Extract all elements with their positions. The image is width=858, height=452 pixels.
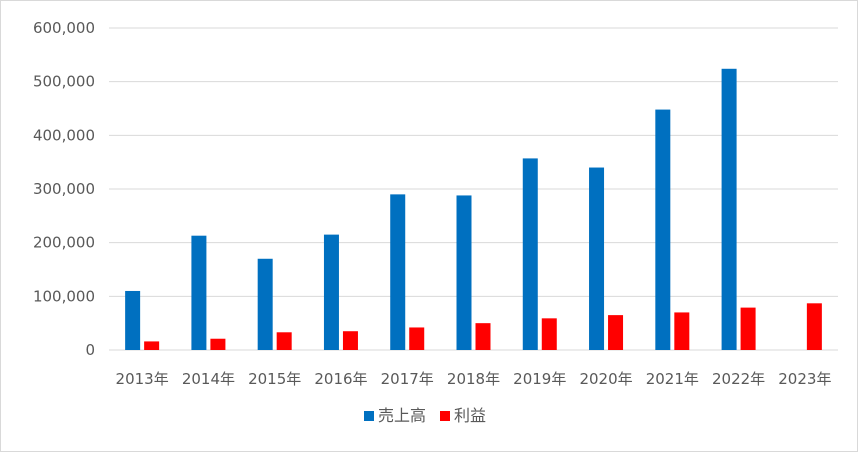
bar bbox=[740, 307, 756, 350]
y-tick-label: 300,000 bbox=[33, 180, 95, 198]
bar bbox=[342, 331, 358, 350]
bar bbox=[257, 258, 273, 350]
bar bbox=[125, 290, 141, 350]
x-tick-label: 2013年 bbox=[116, 370, 169, 388]
legend-label: 利益 bbox=[454, 406, 486, 425]
y-tick-label: 500,000 bbox=[33, 73, 95, 91]
x-tick-label: 2018年 bbox=[447, 370, 500, 388]
bar bbox=[806, 303, 822, 350]
x-tick-label: 2021年 bbox=[646, 370, 699, 388]
y-tick-label: 200,000 bbox=[33, 234, 95, 252]
bar bbox=[191, 235, 207, 350]
bar bbox=[608, 315, 624, 350]
legend-swatch bbox=[440, 411, 450, 421]
x-tick-label: 2016年 bbox=[314, 370, 367, 388]
x-tick-label: 2014年 bbox=[182, 370, 235, 388]
y-tick-label: 600,000 bbox=[33, 19, 95, 37]
bar bbox=[456, 195, 472, 350]
bar bbox=[674, 312, 690, 350]
bar bbox=[541, 318, 557, 350]
bar bbox=[409, 327, 425, 350]
bar bbox=[589, 167, 605, 350]
x-tick-label: 2022年 bbox=[712, 370, 765, 388]
x-tick-label: 2023年 bbox=[778, 370, 831, 388]
bar bbox=[323, 234, 339, 350]
x-tick-label: 2015年 bbox=[248, 370, 301, 388]
x-tick-label: 2020年 bbox=[579, 370, 632, 388]
bar bbox=[390, 194, 406, 350]
bar bbox=[721, 68, 737, 350]
bar bbox=[144, 341, 160, 350]
bar bbox=[522, 158, 538, 350]
x-tick-label: 2017年 bbox=[381, 370, 434, 388]
y-tick-label: 100,000 bbox=[33, 287, 95, 305]
bar bbox=[655, 109, 671, 350]
bar bbox=[475, 323, 491, 350]
legend-label: 売上高 bbox=[378, 406, 426, 425]
x-tick-label: 2019年 bbox=[513, 370, 566, 388]
bar bbox=[276, 332, 292, 350]
legend-swatch bbox=[364, 411, 374, 421]
bar bbox=[210, 338, 226, 350]
y-tick-label: 400,000 bbox=[33, 126, 95, 144]
y-tick-label: 0 bbox=[85, 341, 95, 359]
